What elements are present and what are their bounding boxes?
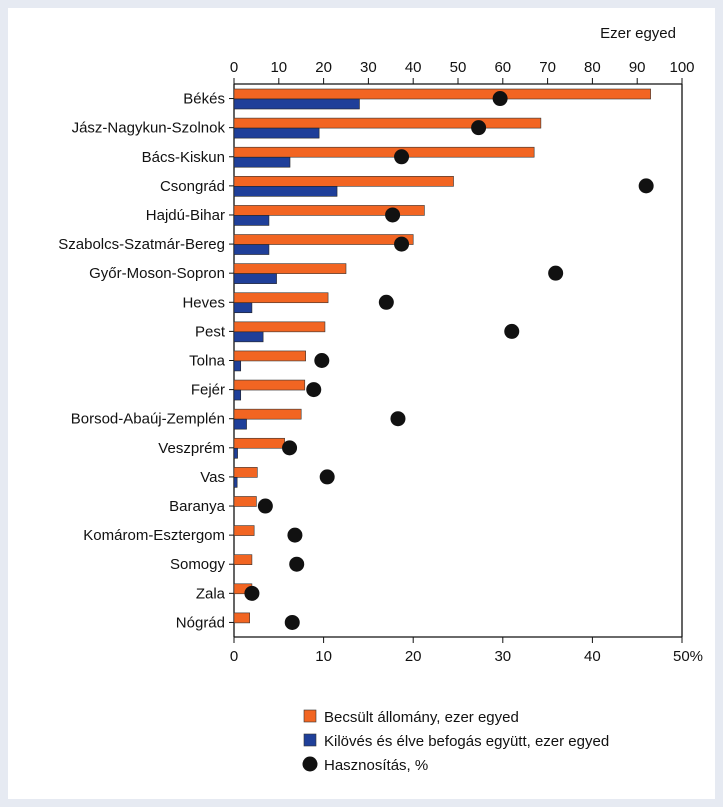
dot-utilization [638,178,654,194]
dot-utilization [394,236,410,252]
category-label: Heves [182,294,225,311]
chart-panel: 0 10 20 30 40 50 60 70 80 90 100 Ezer egyed 0 10 20 30 4… [8,8,715,799]
dot-utilization [394,149,410,165]
top-axis-tick-label: 90 [629,59,646,76]
dot-utilization [378,294,394,310]
category-label: Győr-Moson-Sopron [89,265,225,282]
category-label: Jász-Nagykun-Szolnok [72,120,226,137]
dot-utilization [244,585,260,601]
bar-harvest [233,360,242,372]
dot-utilization [385,207,401,223]
bottom-axis-tick-label-with-unit: 50% [673,648,703,665]
legend-swatch [303,733,317,747]
dot-utilization [289,556,305,572]
bar-harvest [233,273,277,284]
category-label: Vas [200,469,225,486]
top-axis-tick-label: 40 [405,59,422,76]
bar-harvest [233,244,270,255]
top-axis-tick-label: 60 [494,59,511,76]
top-axis-tick-label: 70 [539,59,556,76]
dot-utilization [284,614,300,630]
bottom-axis-tick-label: 0 [230,648,238,665]
category-label: Fejér [191,382,225,399]
bar-harvest [233,389,242,401]
bottom-axis-tick-label: 30 [494,648,511,665]
bottom-axis-tick-label: 40 [584,648,601,665]
bar-harvest [233,331,264,343]
bar-estimated-stock [233,554,253,565]
bar-estimated-stock [233,88,651,100]
bar-harvest [233,302,253,314]
top-axis-tick-label: 0 [230,59,238,76]
dot-utilization [471,120,487,136]
category-label: Békés [183,91,225,108]
bar-estimated-stock [233,467,258,478]
legend-label: Hasznosítás, % [324,757,428,774]
bar-harvest [233,418,247,430]
top-axis-tick-label: 50 [450,59,467,76]
top-axis-tick-label: 30 [360,59,377,76]
bar-estimated-stock [233,117,542,129]
bar-estimated-stock [233,437,285,449]
category-label: Komárom-Esztergom [83,527,225,544]
bar-harvest [233,186,338,197]
category-label: Somogy [170,556,226,573]
bar-estimated-stock [233,496,257,507]
bar-estimated-stock [233,234,414,245]
category-label: Szabolcs-Szatmár-Bereg [58,236,225,253]
bar-estimated-stock [233,205,425,216]
category-label: Pest [195,323,226,340]
top-axis-tick-label: 100 [669,59,694,76]
category-label: Zala [196,585,226,602]
bar-harvest [233,447,238,459]
category-label: Nógrád [176,614,225,631]
dot-utilization [287,527,303,543]
top-axis-title: Ezer egyed [600,25,676,42]
bar-estimated-stock [233,263,347,274]
dot-utilization [319,469,335,485]
bar-estimated-stock [233,379,306,391]
bar-estimated-stock [233,292,329,304]
dot-utilization [504,323,520,339]
dot-utilization [282,440,298,456]
bar-harvest [233,156,291,168]
legend-label: Kilövés és élve befogás együtt, ezer egy… [324,733,609,750]
category-label: Veszprém [158,440,225,457]
bar-estimated-stock [233,408,302,420]
top-axis-tick-label: 80 [584,59,601,76]
legend-dot [302,756,318,772]
category-label: Borsod-Abaúj-Zemplén [71,411,225,428]
dot-utilization [390,411,406,427]
bottom-axis-tick-label: 10 [315,648,332,665]
bar-estimated-stock [233,612,250,624]
top-axis-tick-label: 10 [270,59,287,76]
bar-estimated-stock [233,321,326,333]
legend-label: Becsült állomány, ezer egyed [324,709,519,726]
bar-harvest [233,98,360,110]
chart-svg: 0 10 20 30 40 50 60 70 80 90 100 Ezer egyed 0 10 20 30 4… [58,25,703,774]
bar-estimated-stock [233,146,535,158]
bar-estimated-stock [233,350,306,362]
category-label: Csongrád [160,178,225,195]
category-label: Tolna [189,353,226,370]
dot-utilization [257,498,273,514]
dot-utilization [548,265,564,281]
bar-estimated-stock [233,525,255,536]
dot-utilization [314,353,330,368]
category-label: Hajdú-Bihar [146,207,225,224]
bar-harvest [233,215,270,226]
category-label: Bács-Kiskun [142,149,225,166]
bar-estimated-stock [233,176,454,187]
bar-harvest [233,127,320,139]
bar-harvest [233,477,238,488]
bottom-axis-tick-label: 20 [405,648,422,665]
top-axis-tick-label: 20 [315,59,332,76]
legend-swatch [303,709,317,723]
dot-utilization [492,91,508,107]
category-label: Baranya [169,498,226,515]
dot-utilization [306,382,322,398]
